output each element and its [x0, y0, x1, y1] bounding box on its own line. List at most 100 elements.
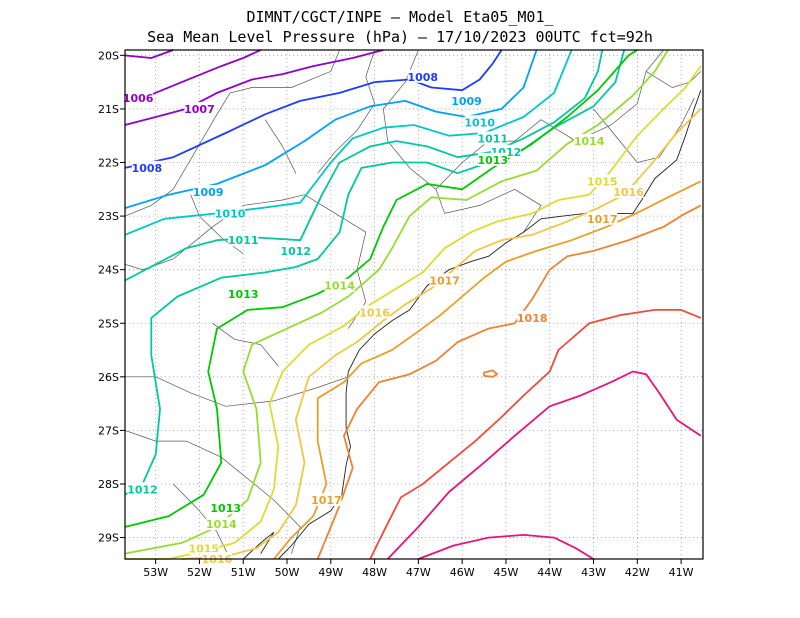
lon-tick-label: 52W — [187, 566, 212, 579]
isobar-label-bg — [193, 184, 224, 198]
isobar-1016 — [181, 108, 702, 560]
lon-tick-label: 48W — [362, 566, 387, 579]
isobar-label-bg — [477, 131, 508, 145]
isobar-1011 — [124, 49, 604, 282]
isobar-label-bg — [228, 286, 259, 300]
isobar-label: 1017 — [429, 274, 460, 287]
isobar-label-bg — [587, 174, 618, 188]
isobar-label: 1011 — [228, 234, 259, 247]
isobar-label: 1009 — [193, 186, 224, 199]
isobar-label-bg — [587, 211, 618, 225]
isobar-1009 — [124, 49, 538, 209]
state-boundary — [124, 194, 367, 329]
isobar-label: 1016 — [359, 307, 390, 320]
state-boundary — [593, 98, 695, 163]
lon-tick-label: 44W — [537, 566, 562, 579]
isobar-label-bg — [210, 501, 241, 515]
state-boundary — [212, 323, 279, 367]
lat-tick-label: 20S — [98, 49, 119, 62]
isobar-label: 1017 — [311, 494, 342, 507]
isobar-label-bg — [188, 541, 219, 555]
lon-tick-label: 51W — [231, 566, 256, 579]
map-frame — [124, 49, 704, 560]
isobar-label-bg — [407, 69, 438, 83]
lat-tick-label: 21S — [98, 103, 119, 116]
isobar-label: 1007 — [184, 103, 215, 116]
isobar-1018 — [483, 369, 499, 378]
state-boundary — [435, 49, 664, 190]
title-line-2: Sea Mean Level Pressure (hPa) – 17/10/20… — [147, 28, 653, 46]
isobar-label: 1016 — [613, 186, 644, 199]
isobar-1019 — [369, 309, 702, 560]
isobar-label-bg — [127, 482, 158, 496]
coastline-path — [277, 90, 702, 560]
isobar-label: 1013 — [228, 288, 259, 301]
isobar-label: 1012 — [280, 245, 311, 258]
map-title: DIMNT/CGCT/INPE – Model Eta05_M01_ Sea M… — [147, 8, 653, 46]
isobar-label-bg — [206, 517, 237, 531]
isobar-1007 — [124, 49, 384, 126]
isobar-label-bg — [324, 278, 355, 292]
isobar-label: 1011 — [478, 132, 509, 145]
isobar-1013 — [124, 49, 638, 528]
lon-tick-label: 46W — [450, 566, 475, 579]
isobar-1018 — [316, 204, 702, 560]
isobar-label-bg — [464, 115, 495, 129]
lon-tick-label: 41W — [669, 566, 694, 579]
lon-tick-label: 49W — [318, 566, 343, 579]
isobar-label-bg — [574, 134, 605, 148]
lat-tick-label: 25S — [98, 317, 119, 330]
isobar-label: 1014 — [324, 280, 355, 293]
isobar-label-bg — [359, 305, 390, 319]
isobar-1008 — [124, 49, 503, 169]
state-boundary — [645, 71, 702, 88]
isobar-labels: 1006 1007 1008 1008 1009 1009 1010 1010 1011 1011… — [123, 69, 644, 566]
state-boundary — [125, 376, 349, 407]
state-boundary — [317, 49, 375, 174]
state-boundary — [124, 430, 301, 554]
lat-tick-label: 26S — [98, 371, 119, 384]
isobar-1017 — [273, 180, 702, 560]
isobar-label: 1018 — [517, 312, 548, 325]
lon-tick-label: 53W — [143, 566, 168, 579]
lon-tick-label: 47W — [406, 566, 431, 579]
isobar-label-bg — [613, 184, 644, 198]
lat-tick-label: 29S — [98, 532, 119, 545]
title-line-1: DIMNT/CGCT/INPE – Model Eta05_M01_ — [246, 8, 554, 26]
lat-tick-label: 24S — [98, 264, 119, 277]
isobar-label-bg — [477, 152, 508, 166]
isobar-1014 — [124, 49, 669, 555]
isobar-label: 1006 — [123, 92, 154, 105]
state-boundary — [264, 119, 297, 174]
isobar-label-bg — [517, 310, 548, 324]
isobar-label-bg — [451, 93, 482, 107]
isobar-label: 1013 — [210, 502, 241, 515]
lat-tick-label: 28S — [98, 478, 119, 491]
lon-tick-label: 45W — [494, 566, 519, 579]
isobar-label: 1008 — [132, 162, 163, 175]
isobar-1020 — [418, 534, 594, 560]
lon-tick-label: 43W — [581, 566, 606, 579]
lat-tick-label: 22S — [98, 157, 119, 170]
isobar-label-bg — [280, 243, 311, 257]
isobar-label-bg — [311, 493, 342, 507]
isobar-label-bg — [228, 233, 259, 247]
coastline — [242, 90, 702, 560]
isobar-label: 1014 — [574, 135, 605, 148]
lat-tick-label: 23S — [98, 210, 119, 223]
isobar-label-bg — [131, 160, 162, 174]
isobar-1005 — [124, 49, 174, 59]
lon-tick-label: 50W — [275, 566, 300, 579]
isobar-label: 1017 — [587, 213, 618, 226]
lat-tick-label: 27S — [98, 424, 119, 437]
isobar-label-bg — [184, 101, 215, 115]
lagoon-path — [242, 531, 275, 560]
isobar-label: 1009 — [451, 95, 482, 108]
isobars — [124, 49, 702, 560]
isobar-label: 1010 — [215, 207, 246, 220]
isobar-1020 — [387, 370, 702, 560]
state-boundary — [124, 49, 340, 217]
isobar-1015 — [125, 65, 702, 560]
isobar-label-bg — [215, 206, 246, 220]
